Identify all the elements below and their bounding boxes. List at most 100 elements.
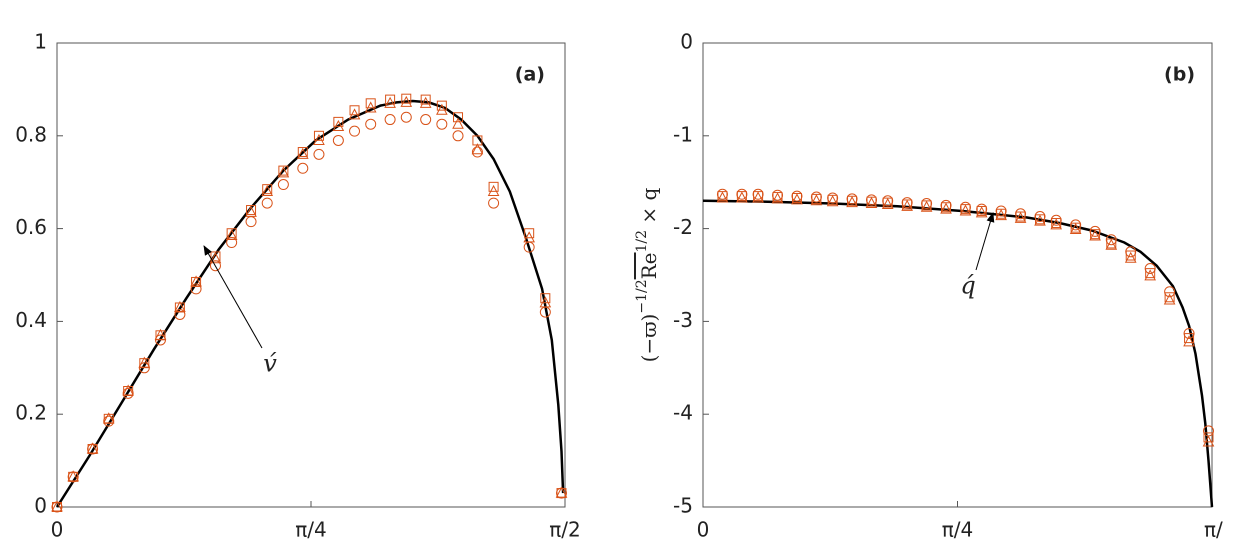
- triangle-marker: [791, 193, 803, 205]
- circle-marker: [332, 134, 344, 146]
- annotation: v́: [263, 350, 277, 378]
- triangle-marker: [771, 192, 784, 204]
- y-axis-label-part: × q: [637, 187, 661, 229]
- x-tick-label: π/4: [295, 518, 327, 542]
- theory-line: [702, 199, 1214, 508]
- circle-marker: [1164, 286, 1176, 298]
- triangle-marker: [1144, 269, 1156, 281]
- triangle-marker: [348, 108, 361, 120]
- square-marker: [524, 228, 535, 239]
- triangle-marker: [190, 275, 202, 287]
- triangle-marker: [555, 486, 568, 498]
- circle-marker: [471, 146, 483, 158]
- circle-marker: [866, 194, 878, 206]
- circle-marker: [752, 188, 764, 200]
- triangle-marker: [384, 96, 396, 108]
- circle-marker: [420, 114, 432, 126]
- square-marker: [333, 116, 344, 127]
- triangle-marker: [1069, 222, 1082, 235]
- x-tick-label: π/: [1204, 518, 1223, 542]
- square-marker: [1164, 292, 1175, 303]
- triangle-marker: [995, 209, 1007, 221]
- triangle-marker: [1014, 211, 1027, 223]
- x-tick-label: π/4: [942, 518, 974, 542]
- y-tick-label: 0: [680, 30, 693, 54]
- square-marker: [313, 130, 324, 141]
- circle-marker: [882, 195, 894, 207]
- circle-marker: [436, 118, 448, 130]
- triangle-marker: [539, 296, 552, 308]
- triangle-marker: [975, 206, 988, 218]
- circle-marker: [827, 192, 839, 204]
- triangle-marker: [523, 231, 535, 243]
- triangle-marker: [67, 470, 79, 482]
- x-tick-label: 0: [51, 518, 64, 542]
- circle-marker: [716, 188, 728, 200]
- triangle-marker: [1163, 293, 1176, 305]
- y-tick-label: -3: [673, 308, 693, 332]
- circle-marker: [791, 190, 803, 202]
- y-axis-label: (−ϖ)−1/2Re1/2 × q: [634, 187, 661, 362]
- triangle-marker: [1124, 251, 1137, 263]
- triangle-marker: [1105, 238, 1118, 250]
- theory-line: [55, 99, 565, 508]
- circle-marker: [772, 189, 784, 201]
- triangle-marker: [1050, 218, 1063, 230]
- triangle-marker: [920, 200, 933, 212]
- y-tick-label: 1: [34, 30, 47, 54]
- circle-marker: [365, 118, 377, 130]
- triangle-marker: [245, 205, 257, 217]
- circle-marker: [190, 283, 202, 295]
- y-tick-label: 0.6: [15, 215, 47, 239]
- triangle-marker: [400, 95, 413, 107]
- triangle-marker: [881, 197, 894, 209]
- y-axis-label-part: 1/2: [634, 230, 650, 253]
- y-tick-label: -4: [673, 401, 693, 425]
- triangle-marker: [174, 300, 186, 312]
- triangle-marker: [826, 195, 839, 207]
- triangle-marker: [277, 166, 290, 178]
- circle-marker: [488, 197, 500, 209]
- triangle-marker: [102, 412, 115, 424]
- y-tick-label: -2: [673, 215, 693, 239]
- triangle-marker: [752, 191, 764, 203]
- triangle-marker: [471, 143, 484, 155]
- square-marker: [401, 93, 412, 104]
- plot-frame: [56, 42, 566, 508]
- y-tick-label: 0.8: [15, 122, 47, 146]
- circle-marker: [226, 237, 238, 249]
- circle-marker: [452, 130, 464, 142]
- triangle-marker: [959, 204, 972, 216]
- square-marker: [540, 293, 551, 304]
- square-marker: [1203, 432, 1214, 443]
- triangle-marker: [1183, 335, 1195, 347]
- circle-marker: [313, 148, 325, 160]
- y-tick-label: 0.2: [15, 401, 47, 425]
- triangle-marker: [436, 103, 448, 115]
- square-marker: [246, 205, 257, 216]
- panel-label: (b): [1164, 64, 1195, 86]
- triangle-marker: [419, 96, 432, 108]
- circle-marker: [174, 308, 186, 320]
- circle-marker: [261, 197, 273, 209]
- triangle-marker: [1089, 229, 1101, 241]
- square-marker: [226, 228, 237, 239]
- annotation: q́: [960, 272, 975, 300]
- y-tick-label: 0.4: [15, 308, 47, 332]
- circle-marker: [921, 198, 933, 210]
- annotation-arrow: [975, 212, 995, 271]
- square-marker: [349, 105, 360, 116]
- square-marker: [210, 251, 221, 262]
- square-marker: [1184, 333, 1195, 344]
- triangle-marker: [86, 442, 99, 454]
- y-axis-label-part: −1/2: [634, 279, 650, 313]
- triangle-marker: [716, 191, 729, 203]
- triangle-marker: [1202, 435, 1215, 447]
- triangle-marker: [51, 500, 63, 512]
- circle-marker: [810, 191, 822, 203]
- triangle-marker: [865, 196, 878, 209]
- square-marker: [1145, 268, 1156, 279]
- triangle-marker: [736, 191, 748, 203]
- square-marker: [420, 94, 431, 105]
- annotation-arrow: [203, 245, 263, 349]
